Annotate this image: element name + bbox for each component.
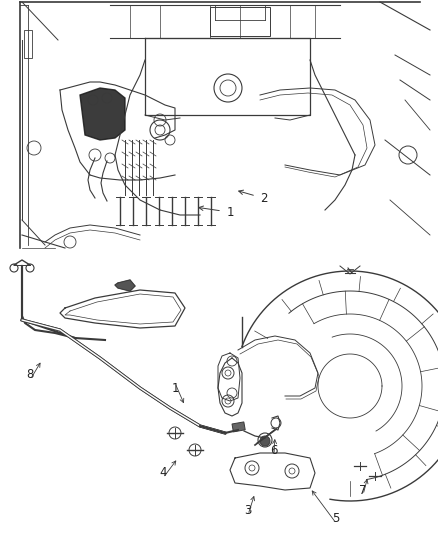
- Polygon shape: [115, 280, 135, 291]
- Bar: [210, 7, 270, 36]
- Polygon shape: [80, 88, 125, 140]
- Text: 7: 7: [359, 483, 367, 497]
- Bar: [24, 30, 32, 58]
- Circle shape: [260, 436, 270, 446]
- Text: 1: 1: [171, 382, 179, 394]
- Text: 3: 3: [244, 504, 252, 516]
- Text: 1: 1: [226, 206, 234, 219]
- Bar: [232, 422, 245, 432]
- Text: 5: 5: [332, 512, 340, 524]
- Text: 6: 6: [270, 443, 278, 456]
- Text: 4: 4: [159, 466, 167, 480]
- Text: 2: 2: [260, 191, 268, 205]
- Text: 8: 8: [26, 368, 34, 382]
